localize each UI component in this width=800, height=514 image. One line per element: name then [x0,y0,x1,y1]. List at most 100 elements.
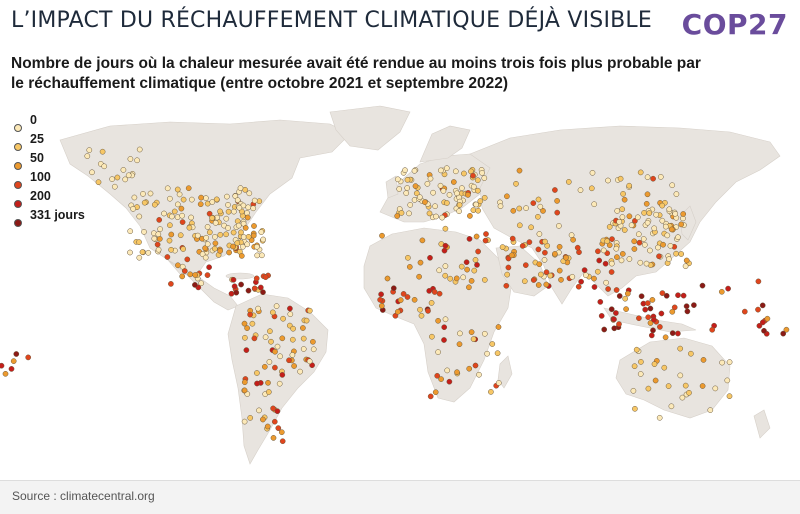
station-dot [608,306,615,313]
station-dot [640,236,647,242]
source-text: Source : climatecentral.org [12,489,155,503]
station-dot [426,210,433,217]
station-dot [604,238,610,245]
station-dot [416,194,423,200]
station-dot [642,306,649,313]
station-dot [237,185,244,191]
station-dot [623,306,629,312]
station-dot [245,233,252,240]
madagascar [497,355,513,389]
station-dot [226,249,232,256]
station-dot [588,185,595,192]
station-dot [10,358,17,364]
legend-dot-icon [14,142,22,151]
legend-label: 331 jours [30,207,85,222]
station-dot [134,157,140,164]
station-dot [613,245,620,252]
station-dot [504,271,511,278]
station-dot [154,241,161,248]
station-dot [269,309,276,316]
station-dot [565,179,572,185]
station-dot [651,361,658,367]
station-dot [673,250,679,257]
station-dot [441,337,447,343]
station-dot [464,266,470,273]
station-dot [417,306,423,313]
footer: Source : climatecentral.org [0,480,800,514]
station-dot [203,234,210,241]
station-dot [217,231,224,238]
station-dot [405,254,411,261]
station-dot [255,305,261,312]
station-dot [761,327,767,334]
station-dot [212,240,219,247]
station-dot [641,241,648,248]
station-dot [468,278,475,284]
station-dot [188,196,195,203]
station-dot [204,272,211,278]
station-dot [213,196,220,203]
station-dot [280,315,286,322]
legend-dot-icon [14,199,22,208]
station-dot [516,167,523,174]
station-dot [140,191,146,197]
station-dot [185,185,192,192]
station-dot [127,228,134,235]
station-dot [184,256,191,263]
station-dot [425,308,431,314]
station-dot [699,282,706,289]
station-dot [554,209,561,216]
station-dot [441,247,448,254]
station-dot [508,252,515,259]
station-dot [242,334,248,341]
station-dot [669,182,676,189]
station-dot [378,291,384,298]
cop27-logo: COP27 [682,6,788,42]
station-dot [638,359,644,365]
station-dot [225,202,231,208]
station-dot [161,210,167,217]
station-dot [556,267,563,274]
station-dot [259,252,265,259]
station-dot [541,257,548,263]
station-dot [660,241,666,248]
station-dot [523,205,529,211]
station-dot [664,232,671,239]
station-dot [306,358,313,365]
station-dot [645,385,652,392]
station-dot [481,194,488,201]
station-dot [470,336,477,342]
station-dot [157,226,163,232]
station-dot [707,407,714,413]
station-dot [699,383,706,389]
station-dot [442,316,449,323]
station-dot [377,296,383,303]
station-dot [390,285,397,292]
station-dot [659,290,666,296]
station-dot [598,313,605,319]
station-dot [261,363,268,370]
station-dot [636,315,642,322]
station-dot [662,223,669,230]
station-dot [141,229,147,235]
station-dot [192,282,198,288]
station-dot [429,333,435,340]
station-dot [665,383,672,389]
station-dot [684,308,691,315]
station-dot [168,246,174,253]
station-dot [270,435,277,441]
station-dot [621,227,628,233]
station-dot [603,279,609,286]
station-dot [238,253,245,259]
station-dot [127,249,133,256]
station-dot [300,335,307,342]
station-dot [310,338,316,345]
station-dot [682,382,689,389]
legend: 0 25 50 100 200 331 jours [14,113,85,232]
station-dot [602,260,609,267]
station-dot [179,273,186,280]
station-dot [230,276,237,283]
station-dot [25,354,32,361]
station-dot [650,175,656,182]
station-dot [306,307,313,314]
